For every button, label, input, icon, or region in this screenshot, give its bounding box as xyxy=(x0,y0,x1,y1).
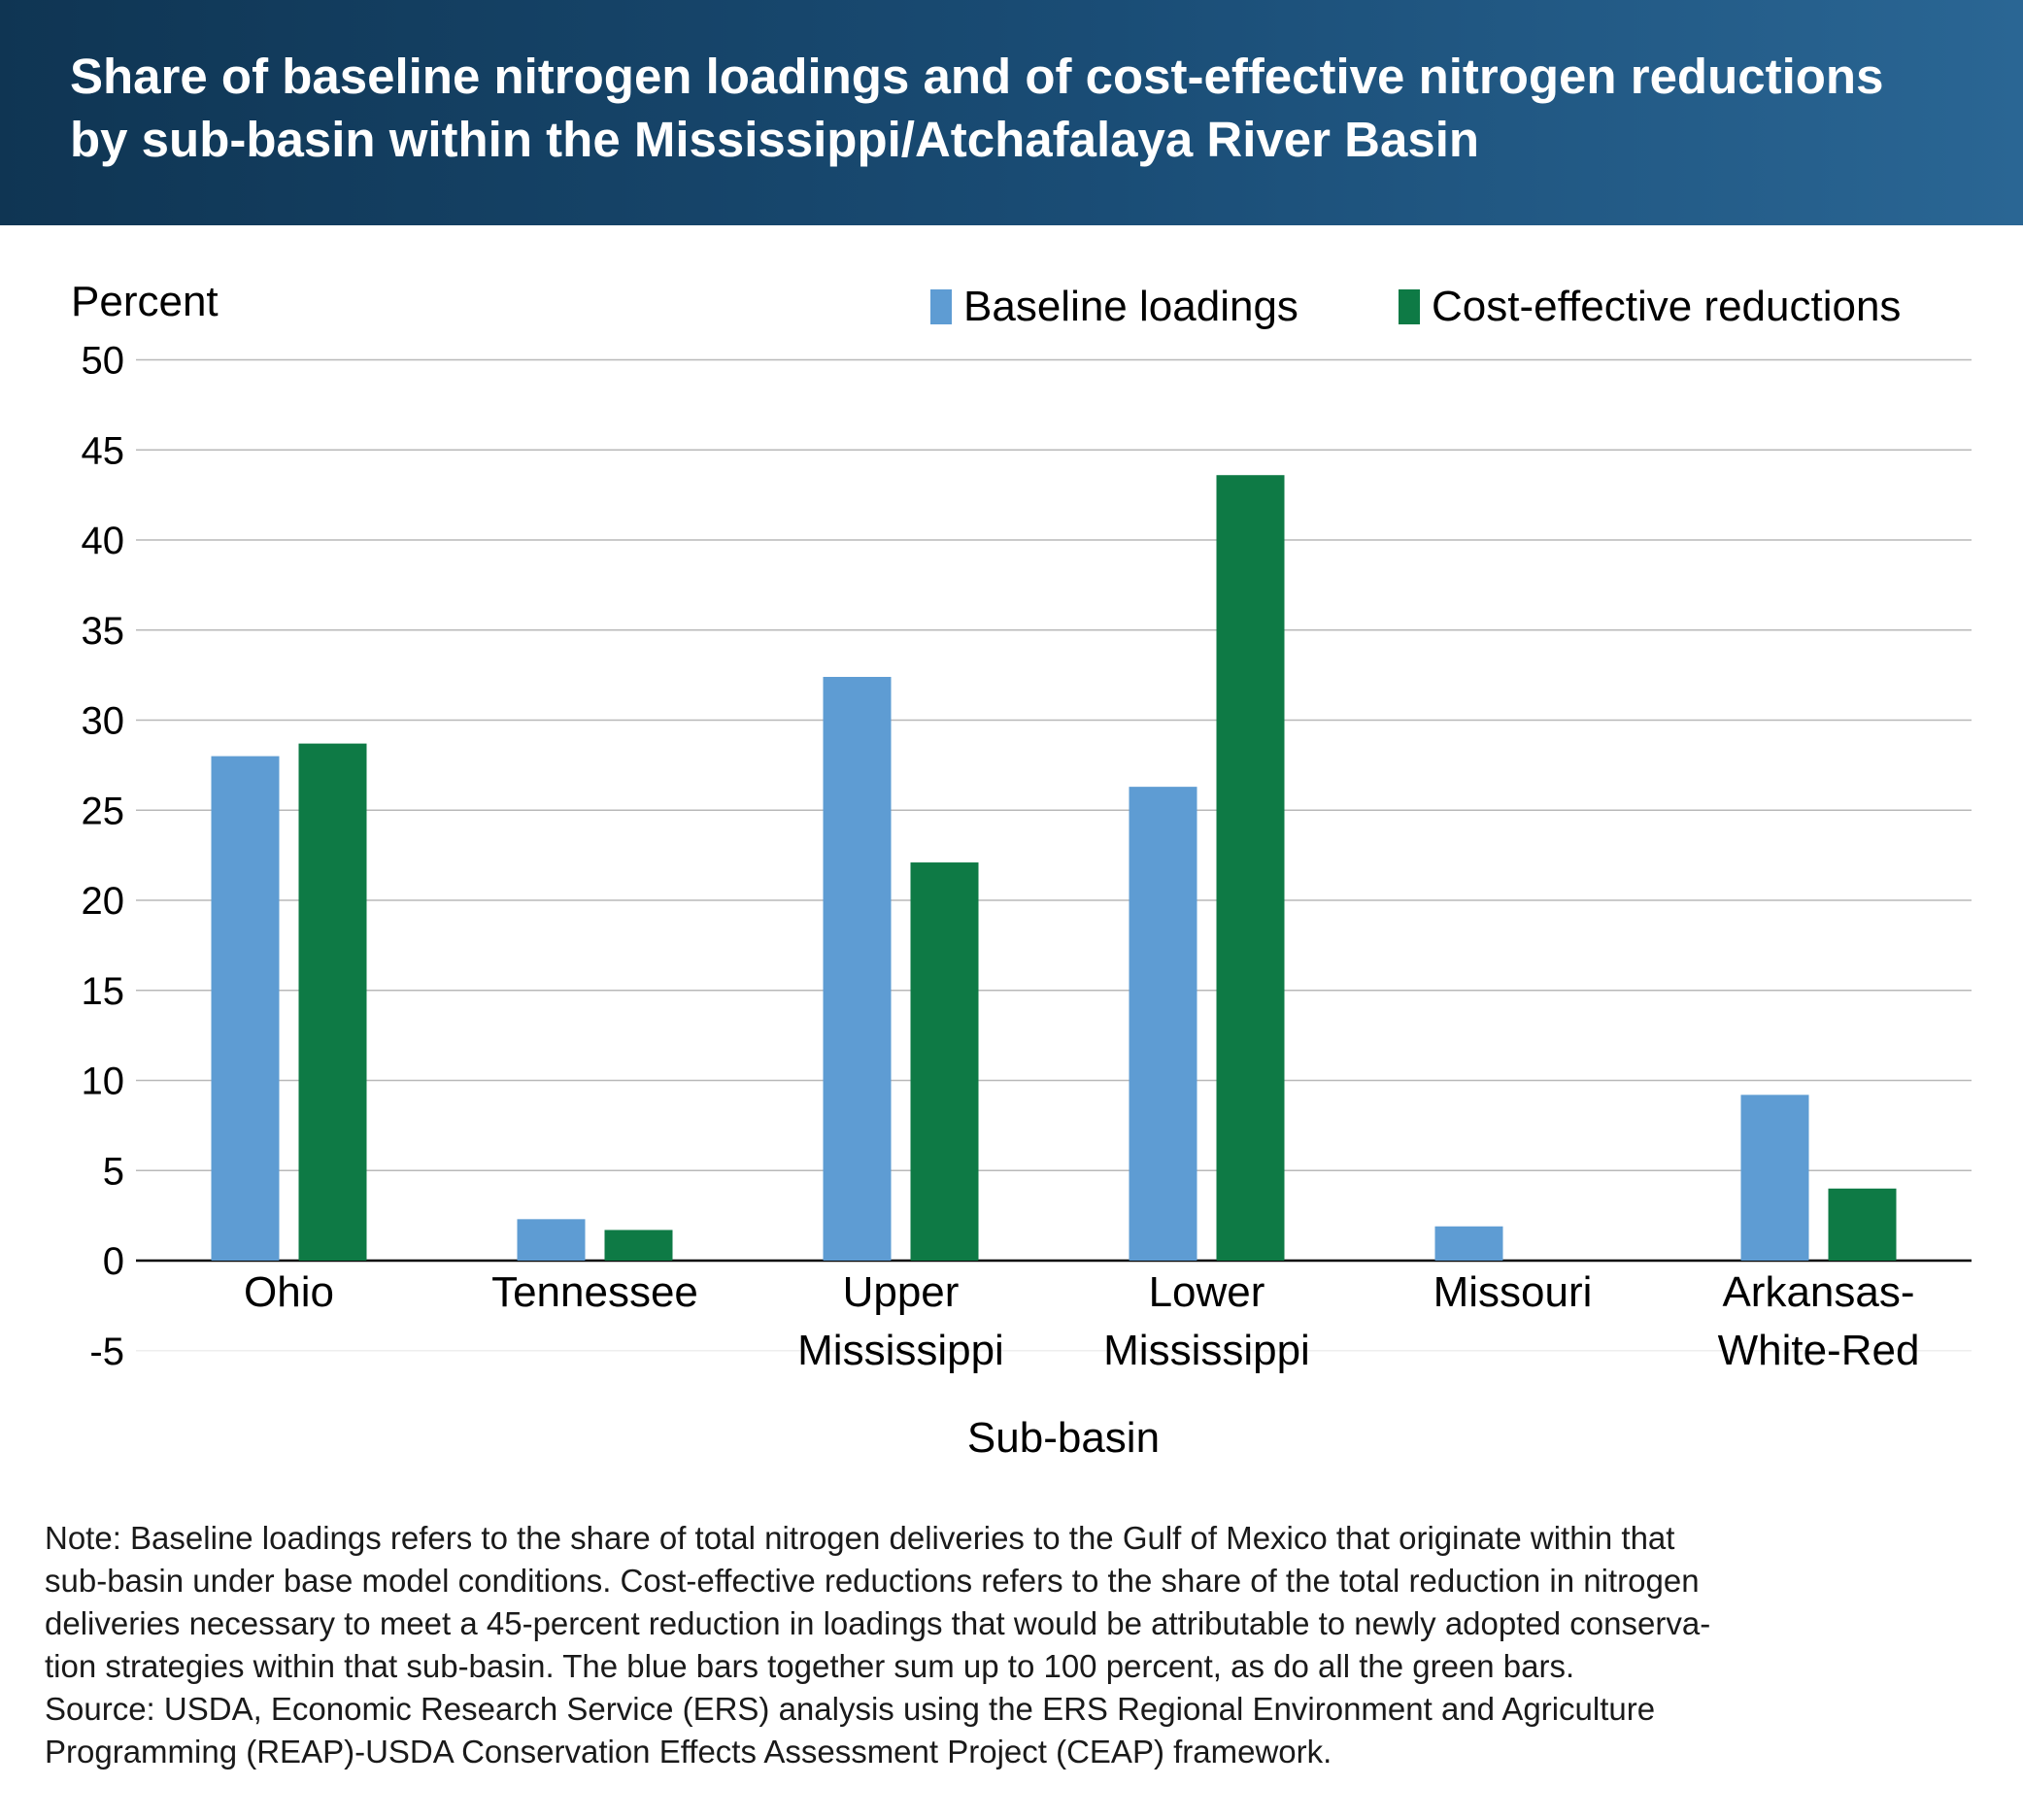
y-tick-label: 45 xyxy=(82,429,125,472)
bar-reductions xyxy=(298,743,367,1261)
chart-header: Share of baseline nitrogen loadings and … xyxy=(0,0,2023,225)
x-tick-label: Lower xyxy=(1149,1268,1265,1316)
legend-swatch-baseline xyxy=(930,289,952,324)
x-tick-label: White-Red xyxy=(1718,1327,1920,1374)
y-tick-label: 35 xyxy=(82,610,125,653)
chart-title: Share of baseline nitrogen loadings and … xyxy=(70,49,1884,167)
y-tick-label: 50 xyxy=(82,340,125,383)
source-text: Source: USDA, Economic Research Service … xyxy=(45,1691,1656,1769)
bar-baseline xyxy=(211,756,280,1261)
x-tick-label: Tennessee xyxy=(491,1268,698,1316)
bar-baseline xyxy=(1129,787,1197,1261)
chart-note: Note: Baseline loadings refers to the sh… xyxy=(45,1517,1987,1773)
y-tick-label: 0 xyxy=(103,1240,124,1283)
bar-baseline xyxy=(517,1219,586,1261)
bar-baseline xyxy=(1434,1226,1503,1261)
x-axis-title: Sub-basin xyxy=(967,1414,1160,1462)
bar-reductions xyxy=(1828,1188,1897,1261)
bar-chart: -5 0 5 10 15 20 25 30 35 40 45 50 Percent Ohio Tenness… xyxy=(71,278,1972,1462)
note-text: Note: Baseline loadings refers to the sh… xyxy=(45,1520,1711,1684)
bar-baseline xyxy=(823,676,892,1261)
legend-swatch-reductions xyxy=(1399,289,1420,324)
bar-reductions xyxy=(1216,475,1285,1262)
x-tick-label: Mississippi xyxy=(797,1327,1004,1374)
y-tick-label: 15 xyxy=(82,970,125,1013)
y-tick-label: 30 xyxy=(82,700,125,743)
x-tick-label: Arkansas- xyxy=(1722,1268,1914,1316)
legend-label-baseline: Baseline loadings xyxy=(963,283,1298,330)
y-tick-label: 25 xyxy=(82,790,125,832)
bar-baseline xyxy=(1740,1095,1809,1261)
x-tick-label: Upper xyxy=(843,1268,960,1316)
x-tick-label: Ohio xyxy=(244,1268,334,1316)
y-axis-title: Percent xyxy=(71,278,219,325)
y-tick-label: 10 xyxy=(82,1061,125,1103)
y-tick-label: 20 xyxy=(82,880,125,923)
bar-reductions xyxy=(910,862,979,1261)
y-tick-label: -5 xyxy=(89,1331,124,1373)
y-tick-label: 5 xyxy=(103,1150,124,1193)
bar-reductions xyxy=(604,1230,673,1261)
x-tick-label: Missouri xyxy=(1433,1268,1593,1316)
legend-label-reductions: Cost-effective reductions xyxy=(1432,283,1901,330)
y-tick-label: 40 xyxy=(82,520,125,562)
x-tick-label: Mississippi xyxy=(1103,1327,1310,1374)
